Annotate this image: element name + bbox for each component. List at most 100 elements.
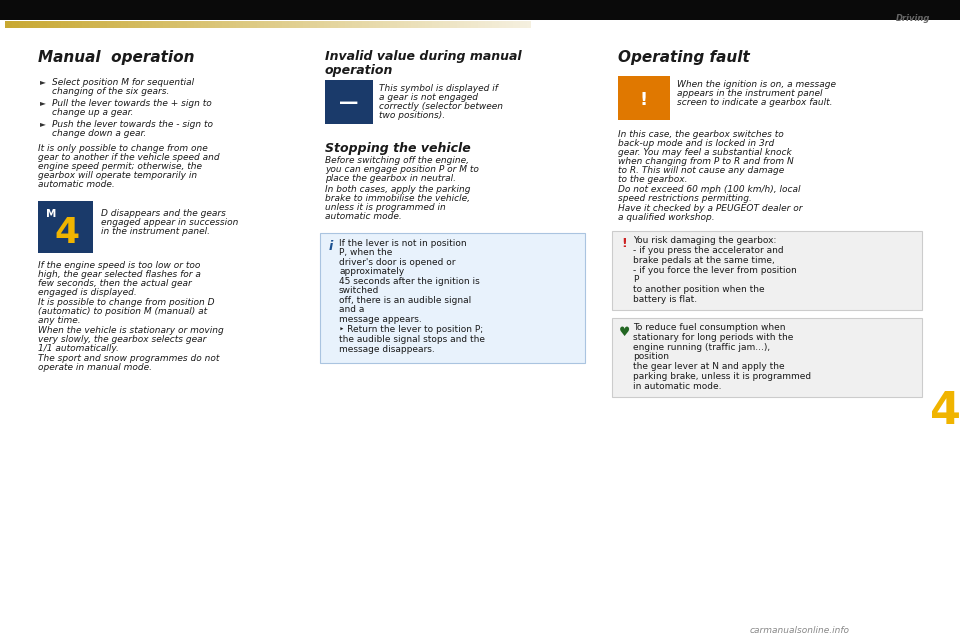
Bar: [250, 21, 254, 28]
Bar: [366, 21, 370, 28]
Bar: [208, 21, 212, 28]
Text: In this case, the gearbox switches to: In this case, the gearbox switches to: [618, 130, 783, 139]
Bar: [415, 21, 419, 28]
Text: - if you press the accelerator and: - if you press the accelerator and: [633, 246, 783, 255]
Bar: [268, 21, 272, 28]
Bar: [309, 21, 314, 28]
Text: automatic mode.: automatic mode.: [325, 212, 401, 221]
Text: changing of the six gears.: changing of the six gears.: [52, 87, 169, 96]
Text: place the gearbox in neutral.: place the gearbox in neutral.: [325, 174, 456, 183]
Text: When the ignition is on, a message: When the ignition is on, a message: [677, 80, 836, 89]
Bar: [481, 21, 485, 28]
Bar: [38, 201, 93, 253]
Bar: [26, 21, 30, 28]
Text: brake to immobilise the vehicle,: brake to immobilise the vehicle,: [325, 194, 470, 203]
Text: Pull the lever towards the + sign to: Pull the lever towards the + sign to: [52, 99, 212, 108]
Bar: [612, 318, 922, 397]
Bar: [173, 21, 177, 28]
Bar: [222, 21, 226, 28]
Text: ►: ►: [40, 98, 46, 107]
Text: change up a gear.: change up a gear.: [52, 108, 133, 117]
Bar: [369, 21, 373, 28]
Text: engine running (traffic jam...),: engine running (traffic jam...),: [633, 343, 770, 352]
Text: screen to indicate a gearbox fault.: screen to indicate a gearbox fault.: [677, 98, 832, 107]
Text: It is only possible to change from one: It is only possible to change from one: [38, 144, 207, 153]
Text: engaged appear in succession: engaged appear in succession: [101, 218, 238, 227]
Bar: [215, 21, 219, 28]
Bar: [194, 21, 198, 28]
Bar: [351, 21, 355, 28]
Bar: [247, 21, 251, 28]
Bar: [278, 21, 282, 28]
Bar: [281, 21, 285, 28]
Bar: [460, 21, 464, 28]
Text: It is possible to change from position D: It is possible to change from position D: [38, 298, 214, 307]
Text: to the gearbox.: to the gearbox.: [618, 175, 687, 184]
Bar: [387, 21, 391, 28]
Text: the audible signal stops and the: the audible signal stops and the: [339, 335, 485, 344]
Bar: [355, 21, 359, 28]
Bar: [509, 21, 513, 28]
Text: 4: 4: [54, 216, 79, 250]
Text: gear to another if the vehicle speed and: gear to another if the vehicle speed and: [38, 153, 220, 162]
Bar: [54, 21, 58, 28]
Bar: [470, 21, 474, 28]
Text: Stopping the vehicle: Stopping the vehicle: [325, 142, 470, 155]
Bar: [390, 21, 394, 28]
Text: off, there is an audible signal: off, there is an audible signal: [339, 296, 471, 305]
Bar: [219, 21, 223, 28]
Bar: [43, 21, 47, 28]
Text: Operating fault: Operating fault: [618, 50, 750, 65]
Bar: [306, 21, 310, 28]
Text: back-up mode and is locked in 3rd: back-up mode and is locked in 3rd: [618, 139, 775, 148]
Bar: [428, 21, 433, 28]
Bar: [110, 21, 114, 28]
Text: M: M: [46, 209, 57, 219]
Bar: [341, 21, 345, 28]
Text: gearbox will operate temporarily in: gearbox will operate temporarily in: [38, 171, 197, 180]
Bar: [229, 21, 233, 28]
Bar: [162, 21, 166, 28]
Bar: [325, 80, 373, 124]
Text: in the instrument panel.: in the instrument panel.: [101, 227, 210, 236]
Bar: [85, 21, 89, 28]
Bar: [47, 21, 51, 28]
Bar: [134, 21, 138, 28]
Text: ►: ►: [40, 77, 46, 86]
Bar: [397, 21, 401, 28]
Bar: [156, 21, 159, 28]
Bar: [439, 21, 443, 28]
Bar: [526, 21, 531, 28]
Bar: [201, 21, 205, 28]
Text: a gear is not engaged: a gear is not engaged: [379, 93, 478, 102]
Bar: [330, 21, 334, 28]
Bar: [64, 21, 68, 28]
Bar: [5, 21, 9, 28]
Bar: [467, 21, 471, 28]
Text: operate in manual mode.: operate in manual mode.: [38, 363, 152, 372]
Text: engine speed permit; otherwise, the: engine speed permit; otherwise, the: [38, 162, 202, 171]
Bar: [449, 21, 453, 28]
Bar: [138, 21, 142, 28]
Bar: [362, 21, 366, 28]
Text: two positions).: two positions).: [379, 111, 445, 120]
Text: position: position: [633, 352, 669, 361]
Text: automatic mode.: automatic mode.: [38, 180, 115, 189]
Bar: [334, 21, 338, 28]
Text: switched: switched: [339, 286, 379, 295]
Bar: [107, 21, 110, 28]
Text: i: i: [329, 240, 333, 253]
Bar: [187, 21, 191, 28]
Bar: [372, 21, 376, 28]
Bar: [317, 21, 321, 28]
Text: Have it checked by a PEUGEOT dealer or: Have it checked by a PEUGEOT dealer or: [618, 204, 803, 213]
Bar: [612, 231, 922, 310]
Text: You risk damaging the gearbox:: You risk damaging the gearbox:: [633, 236, 777, 245]
Text: P: P: [633, 275, 638, 284]
Bar: [117, 21, 121, 28]
Text: Driving: Driving: [896, 14, 930, 23]
Text: you can engage position P or M to: you can engage position P or M to: [325, 165, 479, 174]
Bar: [400, 21, 404, 28]
Bar: [411, 21, 415, 28]
Bar: [71, 21, 76, 28]
